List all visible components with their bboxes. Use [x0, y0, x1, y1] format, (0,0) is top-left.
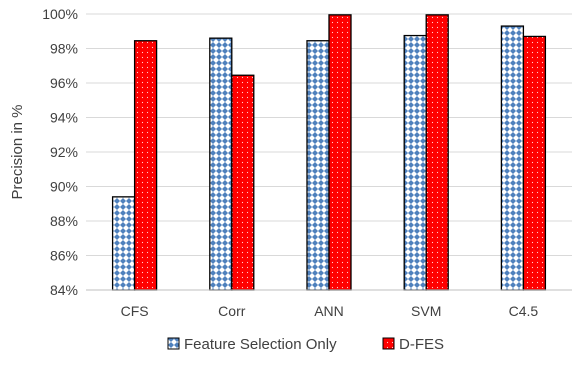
- bar-ann-series-2: [328, 14, 352, 291]
- y-tick-label: 92%: [50, 144, 78, 160]
- x-tick-label: ANN: [314, 303, 344, 319]
- bar-cfs-series-2: [133, 40, 158, 291]
- x-tick-label: C4.5: [509, 303, 539, 319]
- y-tick-label: 96%: [50, 75, 78, 91]
- legend-swatch-1: [167, 337, 180, 350]
- bar-c4-5-series-1: [500, 25, 525, 291]
- bar-svm-series-2: [425, 14, 449, 291]
- bar-ann-series-1: [306, 40, 330, 291]
- y-tick-label: 90%: [50, 179, 78, 195]
- bar-cfs-series-1: [111, 196, 136, 291]
- bar-corr-series-2: [231, 74, 255, 291]
- x-tick-label: SVM: [411, 303, 441, 319]
- y-tick-label: 94%: [50, 110, 78, 126]
- y-axis-ticks: 84% 86% 88% 90% 92% 94% 96% 98% 100%: [42, 6, 78, 298]
- legend-label-1: Feature Selection Only: [184, 336, 337, 353]
- x-axis-ticks: CFS Corr ANN SVM C4.5: [121, 303, 539, 319]
- bar-c4-5-series-2: [522, 35, 547, 291]
- legend-swatch-2: [382, 337, 395, 350]
- bar-svm-series-1: [403, 34, 427, 291]
- y-tick-label: 100%: [42, 6, 78, 22]
- y-tick-label: 98%: [50, 41, 78, 57]
- y-tick-label: 86%: [50, 248, 78, 264]
- y-axis-label: Precision in %: [9, 104, 26, 199]
- y-tick-label: 84%: [50, 282, 78, 298]
- x-tick-label: Corr: [218, 303, 246, 319]
- bar-corr-series-1: [209, 37, 233, 291]
- x-tick-label: CFS: [121, 303, 149, 319]
- y-tick-label: 88%: [50, 213, 78, 229]
- legend-label-2: D-FES: [399, 336, 444, 353]
- legend: Feature Selection Only D-FES: [167, 336, 444, 353]
